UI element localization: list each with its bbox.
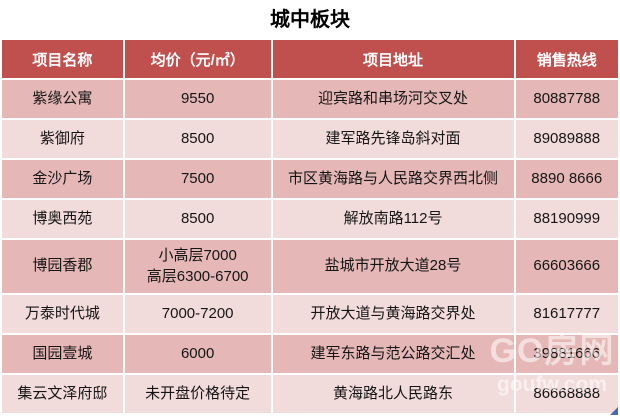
col-header-sales-hotline: 销售热线 [515,40,618,78]
table-header-row: 项目名称 均价（元/㎡） 项目地址 销售热线 [2,40,618,78]
col-header-average-price: 均价（元/㎡） [124,40,271,78]
cell-sales-hotline: 88190999 [515,200,618,238]
cell-project-name: 金沙广场 [2,160,123,198]
table-row: 博园香郡 小高层7000 高层6300-6700 盐城市开放大道28号 6660… [2,240,618,293]
col-header-project-address: 项目地址 [272,40,514,78]
cell-sales-hotline: 8890 8666 [515,160,618,198]
cell-project-address: 开放大道与黄海路交界处 [272,295,514,333]
cell-project-name: 万泰时代城 [2,295,123,333]
table-row: 博奥西苑 8500 解放南路112号 88190999 [2,200,618,238]
table-row: 国园壹城 6000 建军东路与范公路交汇处 39881666 [2,335,618,373]
cell-project-address: 黄海路北人民路东 [272,375,514,413]
table-row: 金沙广场 7500 市区黄海路与人民路交界西北侧 8890 8666 [2,160,618,198]
cell-project-name: 博园香郡 [2,240,123,293]
cell-project-name: 集云文泽府邸 [2,375,123,413]
cell-project-name: 国园壹城 [2,335,123,373]
cell-project-address: 盐城市开放大道28号 [272,240,514,293]
cell-project-address: 建军路先锋岛斜对面 [272,120,514,158]
pricing-table: 项目名称 均价（元/㎡） 项目地址 销售热线 紫缘公寓 9550 迎宾路和串场河… [0,38,620,415]
cell-average-price: 8500 [124,200,271,238]
cell-sales-hotline: 80887788 [515,80,618,118]
cell-project-address: 解放南路112号 [272,200,514,238]
cell-sales-hotline: 81617777 [515,295,618,333]
cell-average-price: 6000 [124,335,271,373]
cell-average-price: 8500 [124,120,271,158]
cell-average-price: 7500 [124,160,271,198]
cell-average-price: 9550 [124,80,271,118]
cell-project-name: 博奥西苑 [2,200,123,238]
cell-sales-hotline: 86668888 [515,375,618,413]
cell-average-price: 未开盘价格待定 [124,375,271,413]
cell-sales-hotline: 89089888 [515,120,618,158]
cell-project-address: 市区黄海路与人民路交界西北侧 [272,160,514,198]
corner-resize-handle-icon [610,407,618,415]
table-row: 万泰时代城 7000-7200 开放大道与黄海路交界处 81617777 [2,295,618,333]
cell-sales-hotline: 66603666 [515,240,618,293]
cell-project-name: 紫缘公寓 [2,80,123,118]
cell-sales-hotline: 39881666 [515,335,618,373]
cell-average-price: 小高层7000 高层6300-6700 [124,240,271,293]
cell-project-name: 紫御府 [2,120,123,158]
table-row: 紫缘公寓 9550 迎宾路和串场河交叉处 80887788 [2,80,618,118]
page-title: 城中板块 [270,9,350,31]
col-header-project-name: 项目名称 [2,40,123,78]
cell-project-address: 迎宾路和串场河交叉处 [272,80,514,118]
cell-project-address: 建军东路与范公路交汇处 [272,335,514,373]
cell-average-price: 7000-7200 [124,295,271,333]
table-row: 紫御府 8500 建军路先锋岛斜对面 89089888 [2,120,618,158]
table-row: 集云文泽府邸 未开盘价格待定 黄海路北人民路东 86668888 [2,375,618,413]
